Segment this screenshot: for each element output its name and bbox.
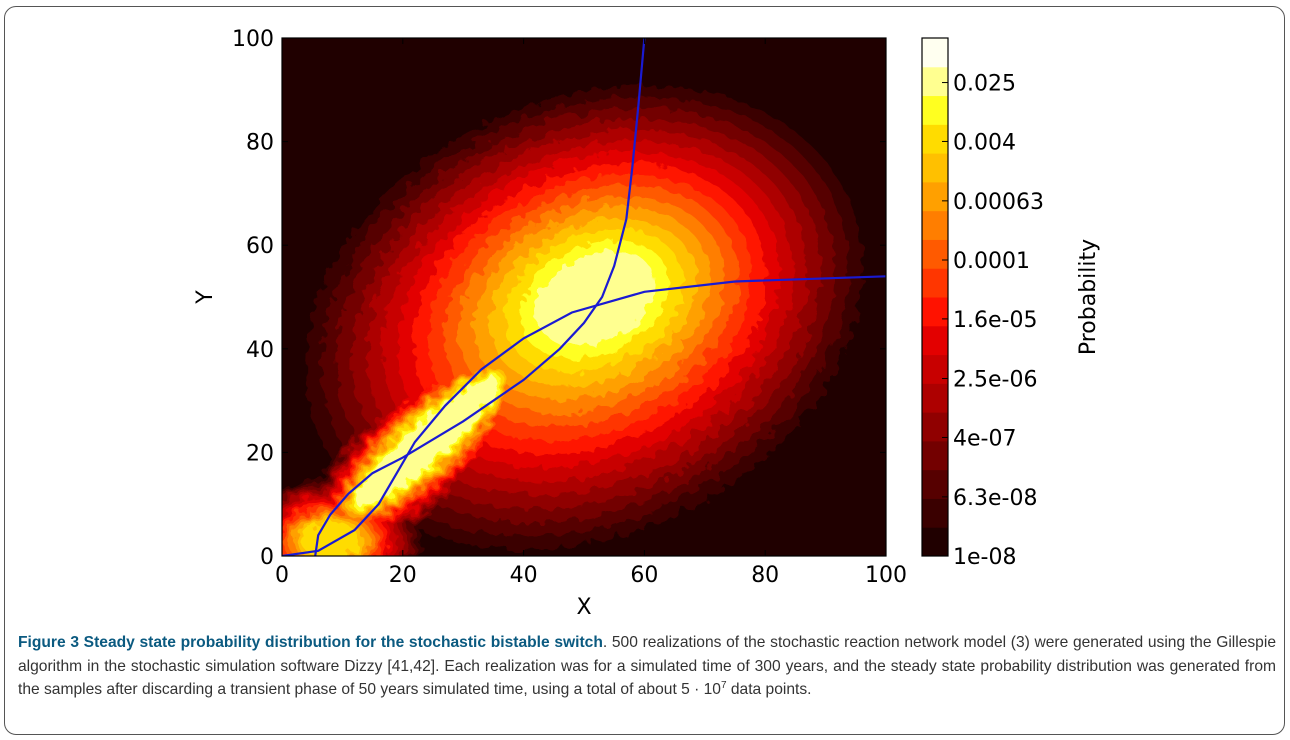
y-tick-label: 80 — [246, 131, 274, 156]
colorbar-segment — [922, 297, 948, 327]
density-contour — [535, 251, 656, 346]
y-tick-label: 60 — [246, 234, 274, 259]
colorbar-segment — [922, 95, 948, 125]
figure-frame — [4, 6, 1285, 735]
colorbar-segment — [922, 440, 948, 471]
colorbar-segment — [922, 239, 948, 269]
colorbar-segment — [922, 498, 948, 528]
colorbar-label: Probability — [1076, 239, 1101, 355]
colorbar-tick-label: 0.004 — [953, 130, 1016, 155]
colorbar-segment — [922, 527, 948, 557]
colorbar-tick-label: 1e-08 — [953, 545, 1016, 570]
colorbar-tick-label: 0.0001 — [953, 249, 1030, 274]
colorbar-tick-label: 4e-07 — [953, 426, 1016, 451]
plot-area — [282, 38, 886, 556]
colorbar-segment — [922, 383, 948, 413]
y-axis-label: Y — [193, 290, 218, 305]
x-axis-label: X — [576, 595, 591, 620]
colorbar-tick-label: 1.6e-05 — [953, 308, 1037, 333]
x-tick-label: 80 — [751, 563, 779, 588]
colorbar-segment — [922, 210, 948, 240]
colorbar-segment — [922, 469, 948, 499]
x-tick-label: 0 — [275, 563, 289, 588]
colorbar-frame — [921, 37, 949, 557]
nullcline-curve-1 — [314, 38, 646, 556]
colorbar-segment — [922, 412, 948, 442]
colorbar-tick-label: 0.025 — [953, 72, 1016, 97]
y-tick-label: 100 — [232, 27, 274, 52]
caption-label: Figure 3 Steady state probability distri… — [18, 634, 603, 651]
caption-exponent: 7 — [720, 679, 727, 691]
colorbar-segment — [922, 354, 948, 384]
colorbar-segment — [922, 181, 948, 212]
colorbar-segment — [922, 268, 948, 298]
nullcline-curve-2 — [282, 275, 886, 556]
y-tick-label: 40 — [246, 338, 274, 363]
colorbar-tick-label: 2.5e-06 — [953, 368, 1037, 393]
caption-text-end: data points. — [726, 681, 812, 698]
colorbar-segment — [922, 325, 948, 356]
density-bands — [282, 85, 863, 556]
x-tick-label: 100 — [865, 563, 907, 588]
colorbar-segment — [922, 153, 948, 183]
colorbar-tick-label: 6.3e-08 — [953, 486, 1037, 511]
density-contour-low — [301, 521, 360, 556]
colorbar-segment — [922, 38, 948, 68]
y-tick-label: 0 — [260, 545, 274, 570]
colorbar-tick-label: 0.00063 — [953, 190, 1044, 215]
colorbar-segment — [922, 66, 948, 97]
y-tick-label: 20 — [246, 441, 274, 466]
figure-caption: Figure 3 Steady state probability distri… — [18, 631, 1276, 702]
x-tick-label: 20 — [389, 563, 417, 588]
caption-text: . 500 realizations of the stochastic rea… — [18, 634, 1276, 698]
x-tick-label: 40 — [510, 563, 538, 588]
colorbar-segment — [922, 124, 948, 154]
heatmap-chart: 0 20 40 60 80 100 0 20 40 60 80 100 X Y 1e-08 6.3e-08 4… — [193, 27, 1101, 620]
x-tick-label: 60 — [630, 563, 658, 588]
plot-frame — [281, 37, 887, 557]
